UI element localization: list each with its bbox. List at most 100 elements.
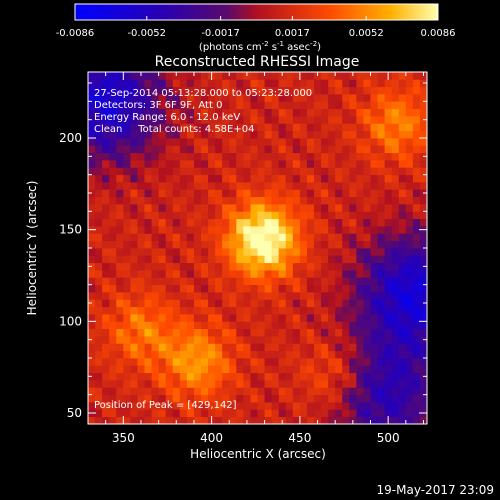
heatmap-cell bbox=[370, 336, 378, 344]
heatmap-cell bbox=[193, 152, 202, 161]
heatmap-cell bbox=[229, 160, 237, 168]
heatmap-cell bbox=[137, 240, 145, 249]
heatmap-cell bbox=[158, 226, 167, 234]
heatmap-cell bbox=[271, 167, 280, 176]
heatmap-cell bbox=[370, 108, 378, 117]
heatmap-cell bbox=[186, 394, 195, 403]
heatmap-cell bbox=[257, 365, 265, 374]
heatmap-cell bbox=[377, 380, 386, 388]
heatmap-cell bbox=[285, 79, 294, 88]
heatmap-cell bbox=[137, 343, 145, 352]
heatmap-cell bbox=[158, 218, 167, 227]
heatmap-cell bbox=[201, 138, 209, 146]
heatmap-cell bbox=[257, 94, 265, 102]
heatmap-cell bbox=[335, 79, 343, 88]
heatmap-cell bbox=[398, 387, 407, 396]
heatmap-cell bbox=[370, 248, 378, 256]
heatmap-cell bbox=[165, 196, 174, 205]
heatmap-cell bbox=[391, 160, 400, 168]
heatmap-cell bbox=[384, 226, 393, 234]
heatmap-cell bbox=[95, 240, 103, 249]
heatmap-cell bbox=[144, 292, 152, 300]
heatmap-cell bbox=[321, 211, 329, 220]
heatmap-cell bbox=[243, 174, 251, 183]
heatmap-cell bbox=[370, 314, 378, 322]
heatmap-cell bbox=[264, 189, 273, 198]
heatmap-cell bbox=[285, 358, 294, 366]
heatmap-cell bbox=[328, 292, 336, 300]
heatmap-cell bbox=[165, 123, 174, 132]
heatmap-cell bbox=[158, 94, 167, 102]
heatmap-cell bbox=[356, 358, 364, 366]
heatmap-cell bbox=[88, 306, 96, 315]
heatmap-cell bbox=[278, 350, 287, 359]
heatmap-cell bbox=[215, 380, 223, 388]
heatmap-cell bbox=[193, 262, 202, 271]
heatmap-cell bbox=[356, 123, 364, 132]
heatmap-cell bbox=[250, 204, 258, 212]
heatmap-cell bbox=[95, 270, 103, 278]
heatmap-cell bbox=[88, 394, 96, 403]
heatmap-cell bbox=[363, 387, 371, 396]
heatmap-cell bbox=[95, 211, 103, 220]
heatmap-cell bbox=[109, 196, 117, 205]
heatmap-cell bbox=[356, 248, 364, 256]
heatmap-cell bbox=[236, 394, 244, 403]
heatmap-cell bbox=[236, 262, 244, 271]
heatmap-cell bbox=[109, 358, 117, 366]
heatmap-cell bbox=[123, 72, 131, 80]
heatmap-cell bbox=[144, 240, 152, 249]
heatmap-cell bbox=[144, 402, 152, 410]
heatmap-cell bbox=[179, 174, 188, 183]
heatmap-cell bbox=[356, 314, 364, 322]
heatmap-cell bbox=[215, 416, 223, 425]
heatmap-cell bbox=[186, 145, 195, 154]
heatmap-cell bbox=[130, 380, 138, 388]
heatmap-cell bbox=[95, 101, 103, 110]
heatmap-cell bbox=[186, 152, 195, 161]
heatmap-cell bbox=[412, 182, 421, 190]
heatmap-cell bbox=[179, 94, 188, 102]
heatmap-cell bbox=[299, 79, 308, 88]
heatmap-cell bbox=[285, 328, 294, 337]
heatmap-cell bbox=[384, 204, 393, 212]
heatmap-cell bbox=[384, 248, 393, 256]
heatmap-cell bbox=[165, 101, 174, 110]
heatmap-cell bbox=[271, 306, 280, 315]
heatmap-cell bbox=[130, 350, 138, 359]
heatmap-cell bbox=[116, 262, 124, 271]
heatmap-cell bbox=[264, 292, 273, 300]
heatmap-cell bbox=[88, 380, 96, 388]
heatmap-cell bbox=[335, 94, 343, 102]
heatmap-cell bbox=[137, 372, 145, 381]
heatmap-cell bbox=[229, 94, 237, 102]
heatmap-cell bbox=[151, 226, 160, 234]
heatmap-cell bbox=[243, 306, 251, 315]
heatmap-cell bbox=[264, 350, 273, 359]
heatmap-cell bbox=[412, 336, 421, 344]
heatmap-cell bbox=[285, 255, 294, 264]
heatmap-cell bbox=[165, 380, 174, 388]
heatmap-cell bbox=[391, 387, 400, 396]
heatmap-cell bbox=[349, 321, 357, 330]
heatmap-cell bbox=[95, 292, 103, 300]
heatmap-cell bbox=[314, 277, 322, 286]
heatmap-cell bbox=[243, 108, 251, 117]
heatmap-cell bbox=[250, 248, 258, 256]
heatmap-cell bbox=[158, 130, 167, 139]
heatmap-cell bbox=[151, 350, 160, 359]
heatmap-cell bbox=[363, 248, 371, 256]
heatmap-cell bbox=[109, 160, 117, 168]
heatmap-cell bbox=[250, 182, 258, 190]
heatmap-cell bbox=[158, 394, 167, 403]
heatmap-cell bbox=[285, 72, 294, 80]
heatmap-cell bbox=[144, 167, 152, 176]
heatmap-cell bbox=[243, 299, 251, 308]
heatmap-cell bbox=[419, 123, 428, 132]
heatmap-cell bbox=[236, 358, 244, 366]
heatmap-cell bbox=[137, 211, 145, 220]
heatmap-cell bbox=[222, 160, 230, 168]
heatmap-cell bbox=[193, 284, 202, 293]
heatmap-cell bbox=[229, 314, 237, 322]
heatmap-cell bbox=[236, 138, 244, 146]
